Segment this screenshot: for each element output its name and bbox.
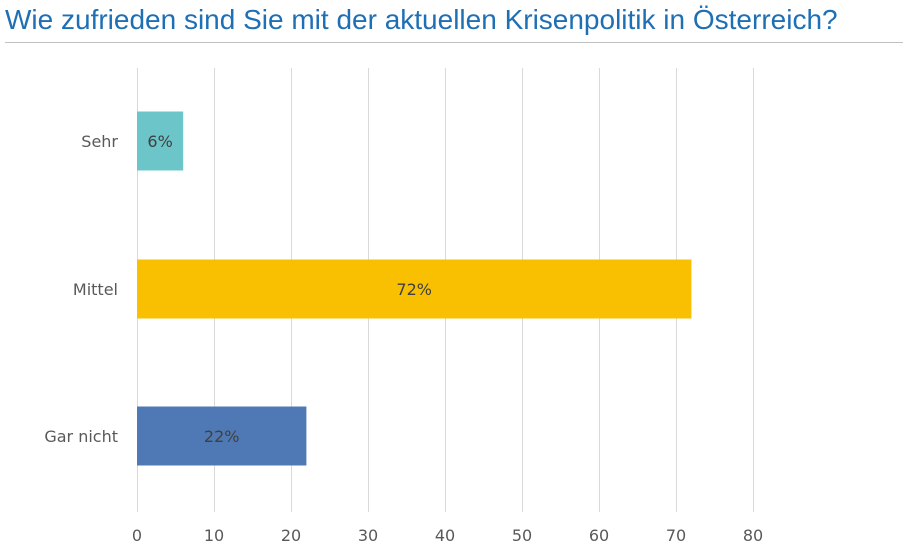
data-label-0: 6% [147, 132, 172, 151]
x-tick-label-30: 30 [358, 526, 378, 545]
category-label-1: Mittel [73, 280, 118, 299]
category-label-2: Gar nicht [44, 427, 118, 446]
category-label-0: Sehr [81, 132, 118, 151]
x-tick-label-20: 20 [281, 526, 301, 545]
x-tick-label-80: 80 [743, 526, 763, 545]
title-divider [5, 42, 903, 43]
bar-2 [137, 406, 307, 466]
x-tick-label-70: 70 [666, 526, 686, 545]
bar-0 [137, 111, 184, 171]
x-tick-label-0: 0 [132, 526, 142, 545]
bar-1 [137, 259, 692, 319]
x-tick-label-60: 60 [589, 526, 609, 545]
x-tick-label-40: 40 [435, 526, 455, 545]
x-tick-label-10: 10 [204, 526, 224, 545]
chart-title: Wie zufrieden sind Sie mit der aktuellen… [5, 4, 838, 35]
data-label-1: 72% [396, 280, 432, 299]
data-label-2: 22% [204, 427, 240, 446]
x-tick-label-50: 50 [512, 526, 532, 545]
